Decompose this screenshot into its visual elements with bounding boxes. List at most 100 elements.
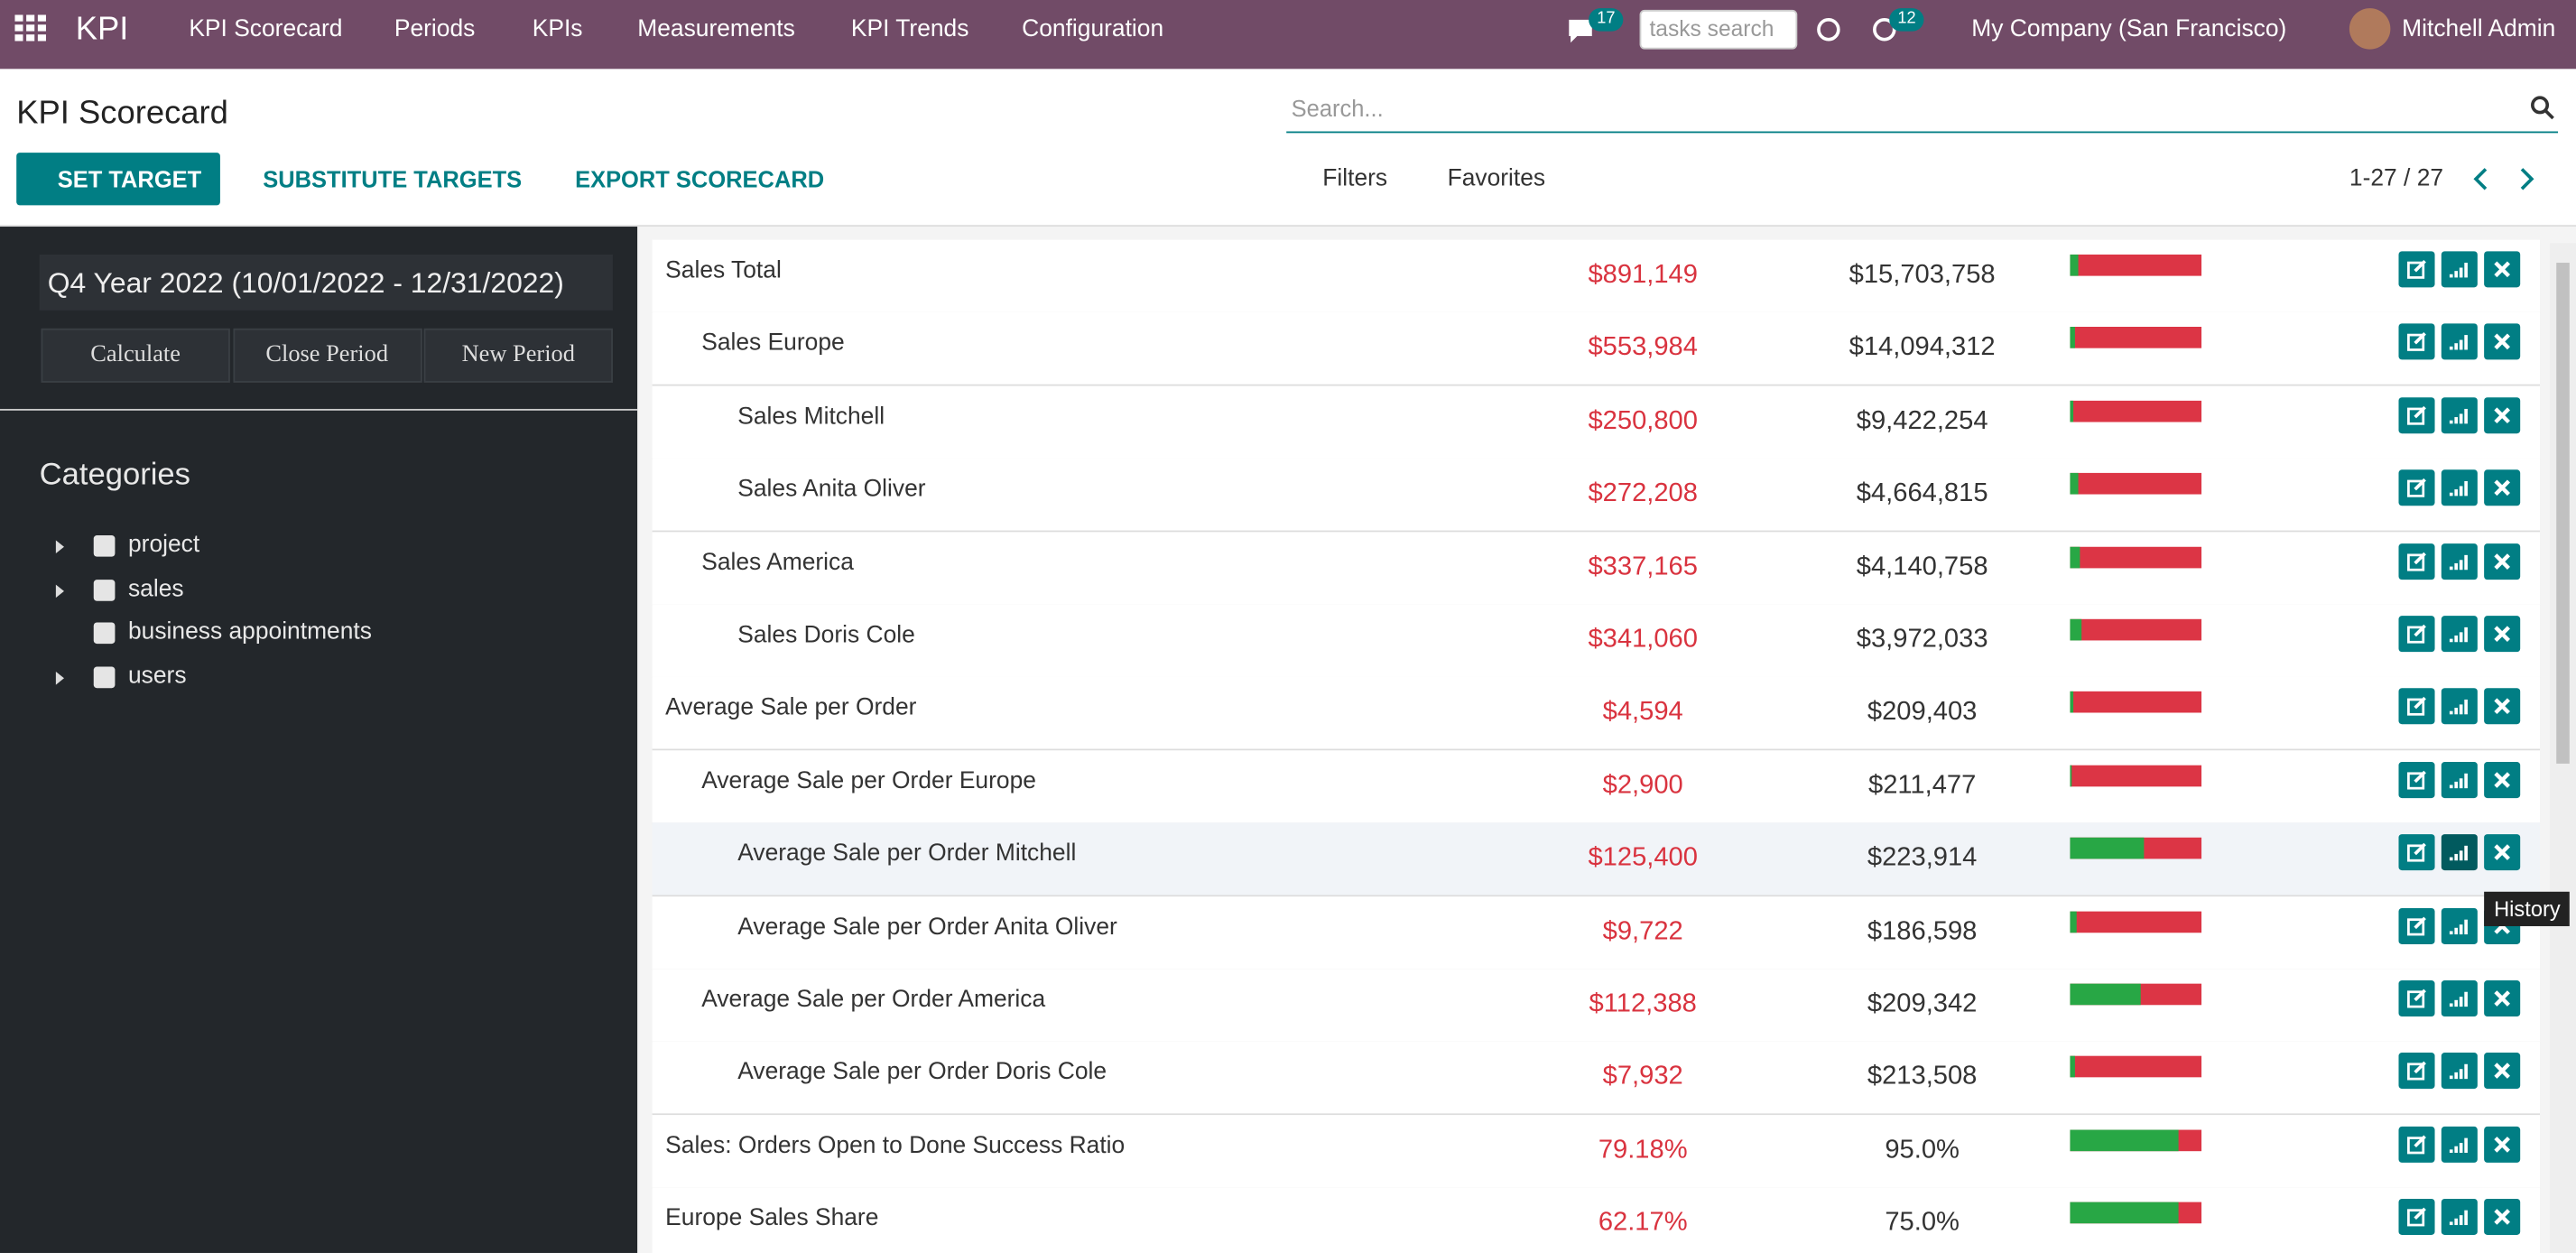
progress-fill: [2070, 473, 2079, 495]
edit-button[interactable]: [2398, 1053, 2435, 1090]
edit-button[interactable]: [2398, 324, 2435, 361]
edit-button[interactable]: [2398, 834, 2435, 871]
scroll-thumb[interactable]: [2556, 263, 2570, 764]
menu-item[interactable]: KPI Scorecard: [189, 16, 343, 43]
delete-button[interactable]: [2484, 251, 2521, 288]
history-button[interactable]: [2441, 761, 2478, 798]
menu-item[interactable]: Measurements: [637, 16, 795, 43]
button-label: Close Period: [265, 341, 389, 368]
company[interactable]: My Company (San Francisco): [1971, 16, 2287, 43]
delete-button[interactable]: [2484, 688, 2521, 725]
pager: 1-27 / 27: [2349, 165, 2444, 192]
delete-button[interactable]: [2484, 761, 2521, 798]
scrollbar[interactable]: [2549, 243, 2576, 1253]
tasks-search[interactable]: tasks search: [1639, 9, 1798, 50]
period-button[interactable]: Close Period: [232, 328, 422, 383]
pager-arrows[interactable]: [2469, 168, 2544, 190]
delete-button[interactable]: [2484, 396, 2521, 433]
history-icon: [2449, 335, 2468, 351]
export-button[interactable]: EXPORT SCORECARD: [575, 153, 824, 205]
delete-button[interactable]: [2484, 616, 2521, 653]
progress-fill: [2070, 546, 2081, 568]
edit-button[interactable]: [2398, 543, 2435, 580]
period-button[interactable]: New Period: [423, 328, 613, 383]
progress-bar: [2070, 838, 2202, 859]
history-button[interactable]: [2441, 324, 2478, 361]
refresh-icon[interactable]: [1814, 16, 1844, 46]
progress-fill: [2070, 1129, 2180, 1151]
menu-item[interactable]: KPIs: [532, 16, 583, 43]
edit-button[interactable]: [2398, 396, 2435, 433]
button-label: EXPORT SCORECARD: [575, 165, 825, 192]
history-button[interactable]: [2441, 396, 2478, 433]
edit-button[interactable]: [2398, 980, 2435, 1017]
edit-button[interactable]: [2398, 251, 2435, 288]
checkbox[interactable]: [93, 579, 116, 600]
search-box[interactable]: Search...: [1286, 86, 2559, 134]
history-button[interactable]: [2441, 688, 2478, 725]
messages-icon[interactable]: [1566, 16, 1598, 46]
progress-fill: [2070, 327, 2076, 349]
favorites[interactable]: Favorites: [1447, 165, 1546, 192]
edit-button[interactable]: [2398, 907, 2435, 944]
edit-button[interactable]: [2398, 688, 2435, 725]
app-name[interactable]: KPI: [75, 11, 129, 48]
delete-button[interactable]: [2484, 980, 2521, 1017]
edit-icon: [2407, 988, 2426, 1008]
menu-item[interactable]: KPI Trends: [850, 16, 969, 43]
period-select[interactable]: Q4 Year 2022 (10/01/2022 - 12/31/2022): [39, 254, 613, 311]
delete-button[interactable]: [2484, 834, 2521, 871]
history-button[interactable]: [2441, 616, 2478, 653]
delete-button[interactable]: [2484, 543, 2521, 580]
history-button[interactable]: [2441, 251, 2478, 288]
edit-button[interactable]: [2398, 1126, 2435, 1163]
delete-button[interactable]: [2484, 1199, 2521, 1236]
history-icon: [2449, 991, 2468, 1007]
progress-fill: [2070, 254, 2079, 276]
history-button[interactable]: [2441, 469, 2478, 506]
delete-icon: [2494, 552, 2510, 570]
search-icon[interactable]: [2530, 96, 2554, 120]
checkbox[interactable]: [93, 535, 116, 557]
kpi-name: Average Sale per Order Mitchell: [737, 840, 1077, 868]
history-icon: [2449, 626, 2468, 643]
edit-button[interactable]: [2398, 1199, 2435, 1236]
expand-arrow[interactable]: [55, 583, 64, 598]
expand-arrow[interactable]: [55, 671, 64, 684]
history-button[interactable]: [2441, 834, 2478, 871]
set-target-button[interactable]: SET TARGET: [16, 153, 220, 206]
menu-item[interactable]: Configuration: [1022, 16, 1164, 43]
scorecard: Sales Total $891,149 $15,703,758 Sales Euro…: [637, 227, 2576, 1253]
kpi-name: Average Sale per Order: [665, 695, 917, 722]
edit-button[interactable]: [2398, 469, 2435, 506]
avatar[interactable]: [2349, 8, 2391, 50]
apps-icon[interactable]: [14, 14, 47, 44]
history-icon: [2449, 846, 2468, 861]
history-button[interactable]: [2441, 1126, 2478, 1163]
checkbox[interactable]: [93, 665, 116, 688]
filters[interactable]: Filters: [1322, 165, 1388, 192]
expand-arrow[interactable]: [55, 540, 64, 554]
period-button[interactable]: Calculate: [41, 328, 230, 383]
delete-button[interactable]: [2484, 1053, 2521, 1090]
history-button[interactable]: [2441, 980, 2478, 1017]
menu-item[interactable]: Periods: [394, 16, 476, 43]
substitute-button[interactable]: SUBSTITUTE TARGETS: [263, 153, 522, 205]
kpi-row: Average Sale per Order Doris Cole $7,932 $…: [652, 1042, 2541, 1116]
delete-icon: [2494, 479, 2510, 497]
history-button[interactable]: [2441, 1053, 2478, 1090]
history-button[interactable]: [2441, 1199, 2478, 1236]
delete-button[interactable]: [2484, 1126, 2521, 1163]
edit-button[interactable]: [2398, 616, 2435, 653]
edit-button[interactable]: [2398, 761, 2435, 798]
history-button[interactable]: [2441, 543, 2478, 580]
user[interactable]: Mitchell Admin: [2402, 16, 2556, 43]
checkbox[interactable]: [93, 622, 116, 645]
sidebar: Q4 Year 2022 (10/01/2022 - 12/31/2022) C…: [0, 227, 638, 1253]
delete-icon: [2494, 1063, 2510, 1080]
kpi-row: Average Sale per Order Mitchell $125,400 $…: [652, 822, 2541, 897]
delete-button[interactable]: [2484, 324, 2521, 361]
delete-button[interactable]: [2484, 469, 2521, 506]
history-button[interactable]: [2441, 907, 2478, 944]
edit-icon: [2407, 843, 2426, 862]
